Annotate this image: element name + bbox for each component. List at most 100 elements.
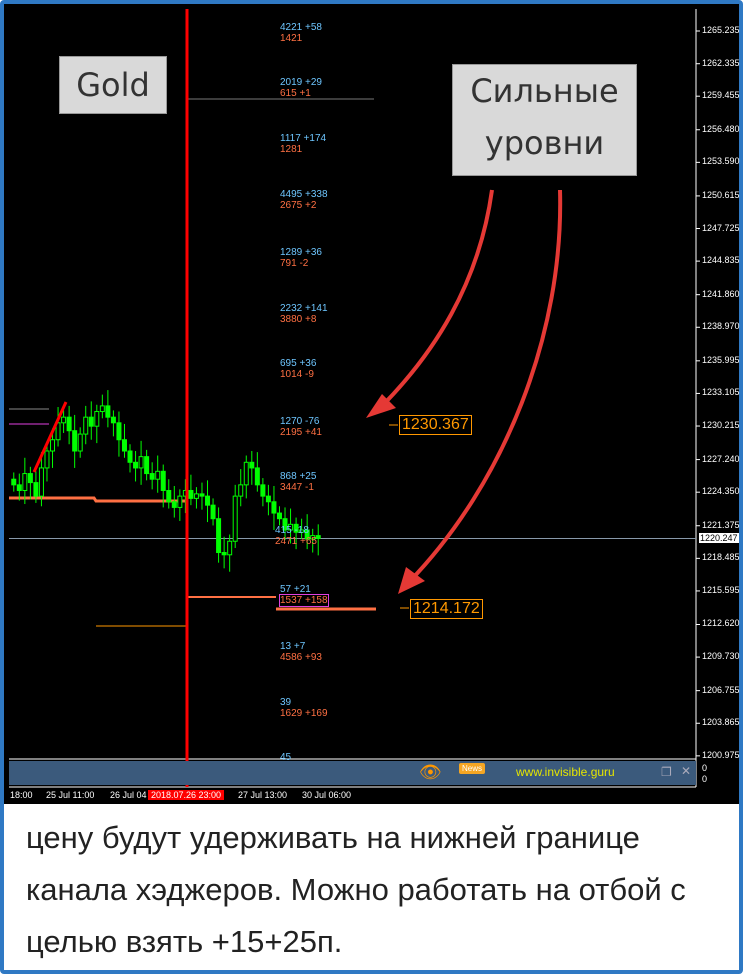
chart-canvas — [9, 9, 700, 788]
candle-body — [11, 478, 17, 486]
candle-body — [265, 495, 271, 503]
buy-volume: 4495 +338 — [280, 189, 328, 200]
price-tick-label: 1238.970 — [702, 321, 740, 332]
candle-body — [249, 461, 255, 469]
candle-body — [238, 484, 244, 497]
caption-text: цену будут удерживать на нижней границе … — [26, 820, 686, 959]
eye-icon[interactable]: 👁 — [419, 762, 442, 782]
candle-body — [27, 473, 33, 484]
candle-body — [166, 489, 172, 503]
price-tick-label: 1218.485 — [702, 552, 740, 563]
level-label: 2232 +141 3880 +8 — [280, 303, 328, 325]
price-tick-label: 1253.590 — [702, 156, 740, 167]
price-tick-label: 1230.215 — [702, 420, 740, 431]
level-label: 4495 +338 2675 +2 — [280, 189, 328, 211]
price-tick-label: 1209.730 — [702, 651, 740, 662]
candle-body — [22, 473, 28, 491]
candle-body — [66, 416, 72, 432]
price-tick-label: 1215.595 — [702, 584, 740, 595]
candle-body — [171, 501, 177, 508]
buy-volume: 868 +25 — [280, 471, 317, 482]
candle-body — [310, 535, 316, 540]
candle-body — [149, 473, 155, 480]
price-tick-label: 1241.860 — [702, 288, 740, 299]
sell-volume: 4586 +93 — [280, 652, 322, 663]
buy-volume: 2232 +141 — [280, 303, 328, 314]
strong-levels-callout: Сильные уровни — [452, 64, 637, 176]
current-price-label: 1220.247 — [699, 533, 739, 543]
price-tick-label: 1247.725 — [702, 222, 740, 233]
subwindow-value: 0 — [702, 774, 708, 784]
candle-body — [121, 439, 127, 452]
level-label: 1117 +174 1281 — [280, 133, 326, 155]
candle-body — [16, 484, 22, 491]
candle-body — [299, 529, 305, 533]
arrow-lower — [407, 189, 563, 584]
sell-volume: 2195 +41 — [280, 427, 322, 438]
hedge-channel-line — [9, 496, 187, 503]
site-link[interactable]: www.invisible.guru — [516, 765, 615, 779]
candle-body — [232, 495, 238, 542]
price-chart[interactable]: 1265.235 1262.335 1259.455 1256.480 1253.590… — [4, 4, 740, 804]
level-label: 2019 +29 615 +1 — [280, 77, 322, 99]
candle-body — [33, 482, 39, 497]
candle-body — [77, 433, 83, 452]
candle-body — [110, 416, 116, 424]
sell-volume: 1421 — [280, 33, 303, 44]
level-label: 695 +36 1014 -9 — [280, 358, 316, 380]
arrow-head — [366, 394, 396, 418]
sell-volume: 3447 -1 — [280, 482, 314, 493]
sell-volume: 3880 +8 — [280, 314, 317, 325]
buy-volume: 695 +36 — [280, 358, 317, 369]
level-label: 4221 +58 1421 — [280, 22, 322, 44]
candle-body — [315, 535, 321, 539]
cursor-time-label: 2018.07.26 23:00 — [148, 790, 225, 800]
buy-volume: 4221 +58 — [280, 22, 322, 33]
sell-volume: 1629 +169 — [280, 708, 328, 719]
candle-body — [188, 489, 194, 499]
level-label: 57 +21 1537 +158 — [279, 584, 329, 607]
level-label: 1270 -76 2195 +41 — [280, 416, 322, 438]
trend-line — [32, 401, 68, 473]
price-tick-label: 1256.480 — [702, 123, 740, 134]
close-icon[interactable]: ✕ — [681, 764, 692, 778]
restore-icon[interactable]: ❐ — [661, 765, 672, 779]
buy-volume: 39 — [280, 697, 292, 708]
candle-body — [61, 416, 67, 424]
candle-body — [127, 450, 133, 463]
buy-volume: 13 +7 — [280, 641, 306, 652]
candle-body — [155, 470, 161, 480]
sell-volume: 2675 +2 — [280, 200, 317, 211]
price-tick-label: 1200.975 — [702, 749, 740, 760]
arrow-head — [398, 567, 425, 594]
time-label: 30 Jul 06:00 — [302, 790, 352, 800]
price-tick-label: 1244.835 — [702, 255, 740, 266]
price-tick-label: 1259.455 — [702, 90, 740, 101]
price-tick-label: 1233.105 — [702, 387, 740, 398]
candle-body — [282, 518, 288, 531]
candle-body — [210, 504, 216, 520]
subwindow-value: 0 — [702, 763, 708, 773]
time-label: 26 Jul 04 — [110, 790, 147, 800]
news-button[interactable]: News — [459, 763, 486, 774]
arrow-upper — [377, 189, 494, 411]
buy-volume: 1117 +174 — [280, 133, 327, 144]
candle-body — [133, 461, 139, 469]
candle-body — [216, 518, 222, 554]
price-tick-label: 1206.755 — [702, 684, 740, 695]
candle-body — [193, 493, 199, 499]
time-label: 25 Jul 11:00 — [46, 790, 95, 800]
price-tick-label: 1221.375 — [702, 519, 740, 530]
buy-volume: 1289 +36 — [280, 247, 322, 258]
callout-line: Сильные — [470, 72, 619, 110]
candle-body — [205, 495, 211, 506]
level-label: 13 +7 4586 +93 — [280, 641, 322, 663]
candle-body — [105, 405, 111, 418]
buy-volume: 1270 -76 — [280, 416, 320, 427]
candle-body — [199, 493, 205, 497]
candle-body — [83, 416, 89, 435]
price-tick-label: 1265.235 — [702, 25, 740, 35]
candle-body — [44, 450, 50, 469]
lower-level-price: 1214.172 — [410, 599, 483, 619]
